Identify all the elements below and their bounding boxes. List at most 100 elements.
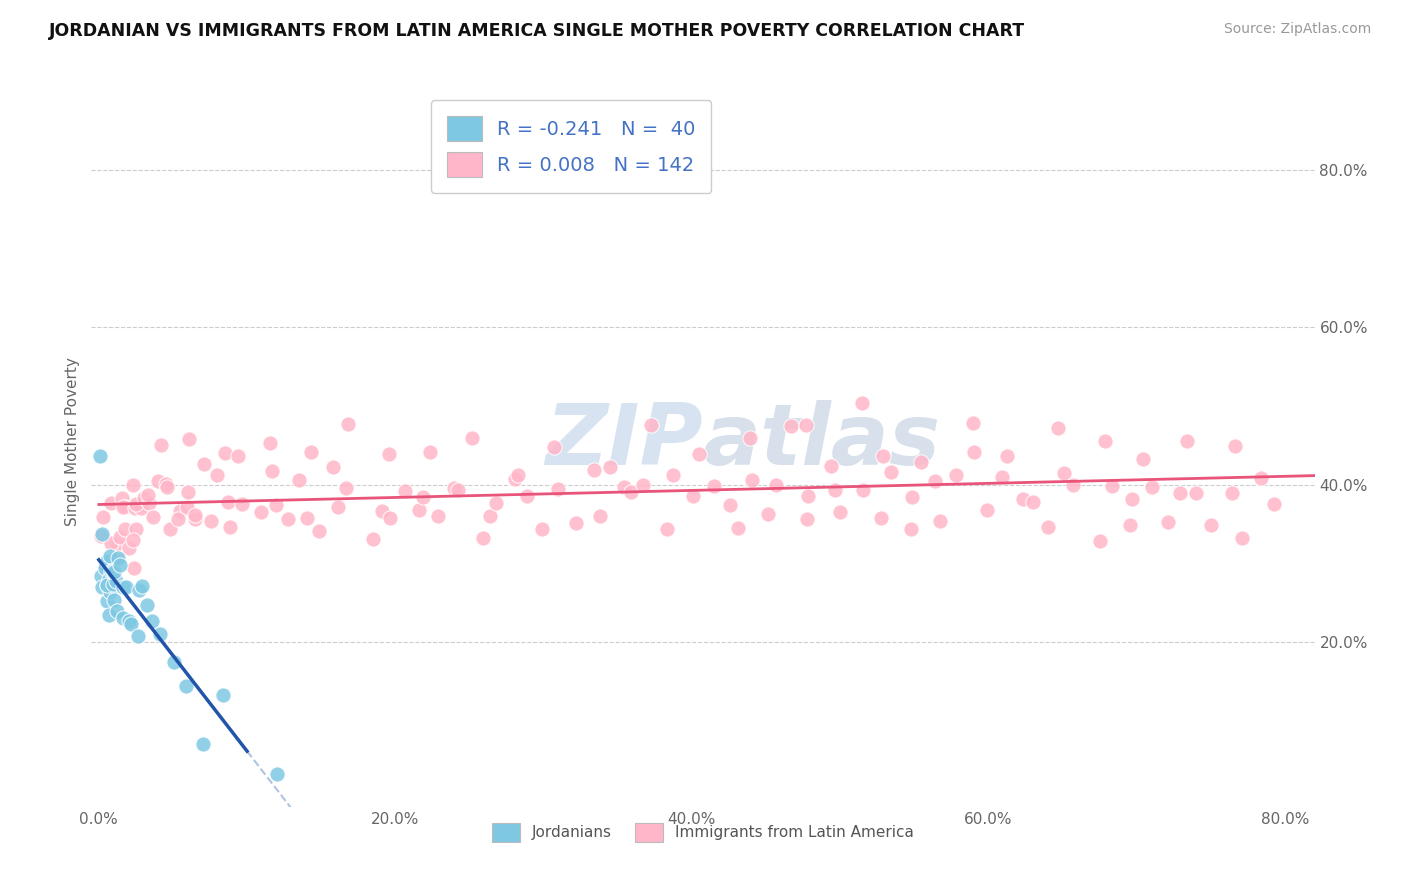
Point [174,679,197,693]
Legend: Jordanians, Immigrants from Latin America: Jordanians, Immigrants from Latin Americ… [481,811,925,855]
Point [105,537,128,551]
Point [412,490,434,504]
Point [1121,492,1143,507]
Point [308,524,330,538]
Point [114,500,136,515]
Point [378,447,401,461]
Point [200,514,222,528]
Point [910,454,932,468]
Point [103,564,125,578]
Point [90,568,112,582]
Point [214,446,236,460]
Point [1230,531,1253,545]
Point [419,445,441,459]
Point [121,478,143,492]
Point [924,474,946,488]
Point [212,688,235,702]
Point [1053,466,1076,480]
Point [620,485,643,500]
Point [184,508,207,523]
Point [929,514,952,528]
Point [1184,486,1206,500]
Point [322,460,344,475]
Point [613,480,636,494]
Point [361,533,384,547]
Point [115,580,138,594]
Point [90,529,112,543]
Point [337,417,360,431]
Point [129,498,152,512]
Point [107,553,129,567]
Point [259,436,281,450]
Point [111,611,134,625]
Point [107,551,129,566]
Point [120,616,142,631]
Point [740,432,762,446]
Point [125,522,148,536]
Point [741,473,763,487]
Point [112,500,135,515]
Point [688,447,710,461]
Point [96,554,118,568]
Point [93,509,115,524]
Point [703,479,725,493]
Point [98,549,121,563]
Point [394,483,416,498]
Point [796,512,818,526]
Point [167,512,190,526]
Point [127,629,149,643]
Point [110,530,132,544]
Point [122,561,145,575]
Point [828,505,851,519]
Point [378,511,401,525]
Point [184,512,207,526]
Point [901,490,924,504]
Point [266,767,288,781]
Point [1022,495,1045,509]
Point [122,533,145,548]
Point [94,561,117,575]
Point [226,449,249,463]
Point [516,489,538,503]
Point [101,577,124,591]
Point [177,432,200,446]
Point [758,507,780,521]
Point [146,474,169,488]
Point [880,465,903,479]
Text: JORDANIAN VS IMMIGRANTS FROM LATIN AMERICA SINGLE MOTHER POVERTY CORRELATION CHA: JORDANIAN VS IMMIGRANTS FROM LATIN AMERI… [49,22,1025,40]
Point [111,491,134,505]
Point [991,469,1014,483]
Point [91,580,114,594]
Point [408,502,430,516]
Point [1119,517,1142,532]
Text: Source: ZipAtlas.com: Source: ZipAtlas.com [1223,22,1371,37]
Point [872,449,894,463]
Point [176,500,198,514]
Point [218,519,240,533]
Point [231,497,253,511]
Point [851,395,873,409]
Point [506,467,529,482]
Point [995,449,1018,463]
Point [193,457,215,471]
Point [132,491,155,505]
Point [485,496,508,510]
Point [149,627,172,641]
Point [1263,497,1285,511]
Point [797,489,820,503]
Point [288,473,311,487]
Point [460,431,482,445]
Point [1088,533,1111,548]
Point [125,497,148,511]
Point [136,598,159,612]
Point [131,579,153,593]
Point [1156,515,1178,529]
Text: atlas: atlas [703,400,941,483]
Point [96,558,118,573]
Point [945,468,967,483]
Point [599,460,621,475]
Point [682,489,704,503]
Point [565,516,588,530]
Point [117,541,139,555]
Point [1132,451,1154,466]
